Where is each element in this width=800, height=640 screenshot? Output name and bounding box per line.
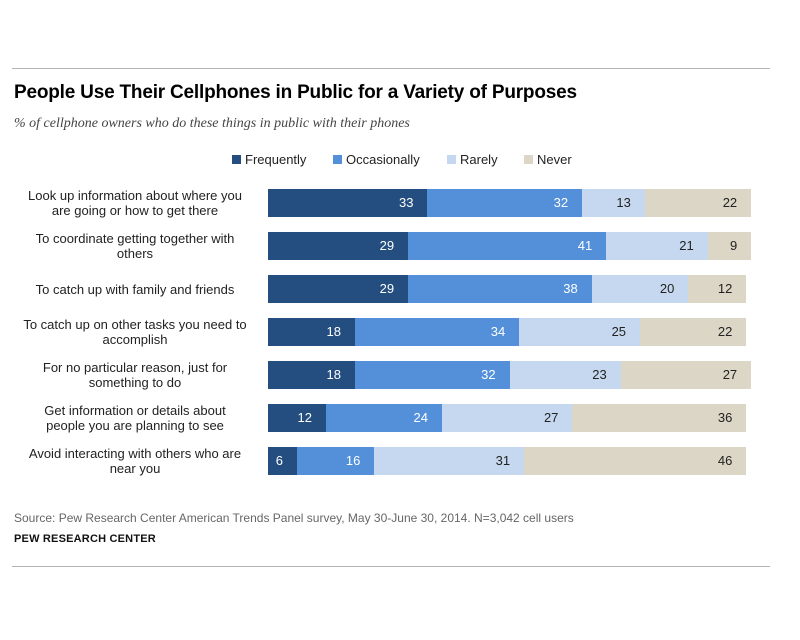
bar-segment-never — [524, 447, 747, 475]
category-label-line: people you are planning to see — [46, 418, 224, 433]
legend: Frequently Occasionally Rarely Never — [0, 152, 800, 170]
bar-segment-never — [707, 232, 752, 260]
data-label: 32 — [481, 367, 496, 382]
data-label: 29 — [379, 281, 395, 296]
data-label: 6 — [275, 453, 283, 468]
data-label: 41 — [577, 238, 593, 253]
category-label: Avoid interacting with others who are nea… — [10, 446, 260, 476]
category-label-line: something to do — [88, 375, 182, 390]
bar-segment-never — [644, 189, 752, 217]
category-label-line: are going or how to get there — [51, 203, 219, 218]
bar-segment-rarely — [509, 361, 621, 389]
legend-item-occasionally: Occasionally — [333, 152, 420, 167]
chart-subtitle: % of cellphone owners who do these thing… — [14, 116, 410, 131]
data-label: 31 — [495, 453, 511, 468]
legend-label: Rarely — [460, 152, 498, 167]
chart-title: People Use Their Cellphones in Public fo… — [14, 82, 577, 103]
top-rule — [12, 68, 770, 69]
data-label: 34 — [490, 324, 506, 339]
data-label: 12 — [717, 281, 733, 296]
category-label: Look up information about where you are g… — [10, 188, 260, 218]
legend-swatch — [447, 155, 456, 164]
bar-segment-never — [640, 318, 747, 346]
data-label: 29 — [379, 238, 395, 253]
data-label: 25 — [611, 324, 627, 339]
data-label: 13 — [616, 195, 631, 210]
category-label-line: accomplish — [102, 332, 168, 347]
data-label: 23 — [592, 367, 607, 382]
data-label: 27 — [722, 367, 738, 382]
bar-segment-rarely — [519, 318, 641, 346]
category-label: To catch up with family and friends — [10, 282, 260, 297]
data-label: 27 — [543, 410, 559, 425]
bar-segment-frequently — [268, 404, 326, 432]
data-label: 32 — [553, 195, 569, 210]
data-label: 18 — [326, 324, 341, 339]
bar-segment-rarely — [441, 404, 573, 432]
bottom-rule — [12, 566, 770, 567]
bar-segment-frequently — [268, 361, 355, 389]
category-label: To catch up on other tasks you need to ac… — [10, 317, 260, 347]
bar-segment-occasionally — [325, 404, 442, 432]
bar-segment-rarely — [591, 275, 689, 303]
bar-segment-frequently — [268, 275, 409, 303]
bar-segment-frequently — [268, 447, 297, 475]
legend-swatch — [333, 155, 342, 164]
legend-label: Never — [537, 152, 572, 167]
category-label: To coordinate getting together with other… — [10, 231, 260, 261]
data-label: 33 — [398, 195, 414, 210]
category-label-line: Avoid interacting with others who are — [28, 446, 242, 461]
legend-swatch — [524, 155, 533, 164]
bar-segment-rarely — [606, 232, 708, 260]
data-label: 21 — [679, 238, 694, 253]
bar-segment-rarely — [582, 189, 645, 217]
data-label: 38 — [563, 281, 578, 296]
bar-segment-frequently — [268, 318, 355, 346]
bar-segment-frequently — [268, 189, 428, 217]
category-label-line: near you — [109, 461, 161, 476]
data-label: 24 — [413, 410, 428, 425]
legend-item-frequently: Frequently — [232, 152, 306, 167]
bar-segment-frequently — [268, 232, 409, 260]
category-label-line: To catch up with family and friends — [35, 281, 235, 297]
data-label: 16 — [345, 453, 361, 468]
bar-segment-occasionally — [408, 232, 607, 260]
data-label: 9 — [729, 238, 738, 253]
legend-swatch — [232, 155, 241, 164]
category-label-line: For no particular reason, just for — [42, 360, 228, 375]
bar-segment-occasionally — [296, 447, 375, 475]
legend-label: Frequently — [245, 152, 307, 167]
brand-label: PEW RESEARCH CENTER — [14, 533, 156, 545]
data-label: 12 — [297, 410, 312, 425]
bar-segment-never — [572, 404, 747, 432]
data-label: 18 — [326, 367, 341, 382]
data-label: 36 — [717, 410, 733, 425]
data-label: 22 — [722, 195, 738, 210]
category-label-line: To catch up on other tasks you need to — [23, 317, 247, 332]
category-label-line: Get information or details about — [44, 403, 226, 418]
legend-label: Occasionally — [346, 152, 420, 167]
category-label: Get information or details about people y… — [10, 403, 260, 433]
bar-segment-occasionally — [408, 275, 592, 303]
source-note: Source: Pew Research Center American Tre… — [14, 511, 574, 525]
bar-segment-never — [620, 361, 752, 389]
category-label-line: To coordinate getting together with — [35, 231, 235, 246]
bar-segment-occasionally — [354, 318, 520, 346]
bar-segment-occasionally — [427, 189, 583, 217]
legend-item-never: Never — [524, 152, 572, 167]
category-label-line: others — [116, 246, 154, 261]
bar-segment-rarely — [374, 447, 525, 475]
data-label: 20 — [659, 281, 675, 296]
data-label: 46 — [717, 453, 733, 468]
bar-segment-occasionally — [354, 361, 510, 389]
legend-item-rarely: Rarely — [447, 152, 498, 167]
bar-segment-never — [688, 275, 747, 303]
category-label-line: Look up information about where you — [28, 188, 242, 203]
category-label: For no particular reason, just for someth… — [10, 360, 260, 390]
data-label: 22 — [717, 324, 733, 339]
